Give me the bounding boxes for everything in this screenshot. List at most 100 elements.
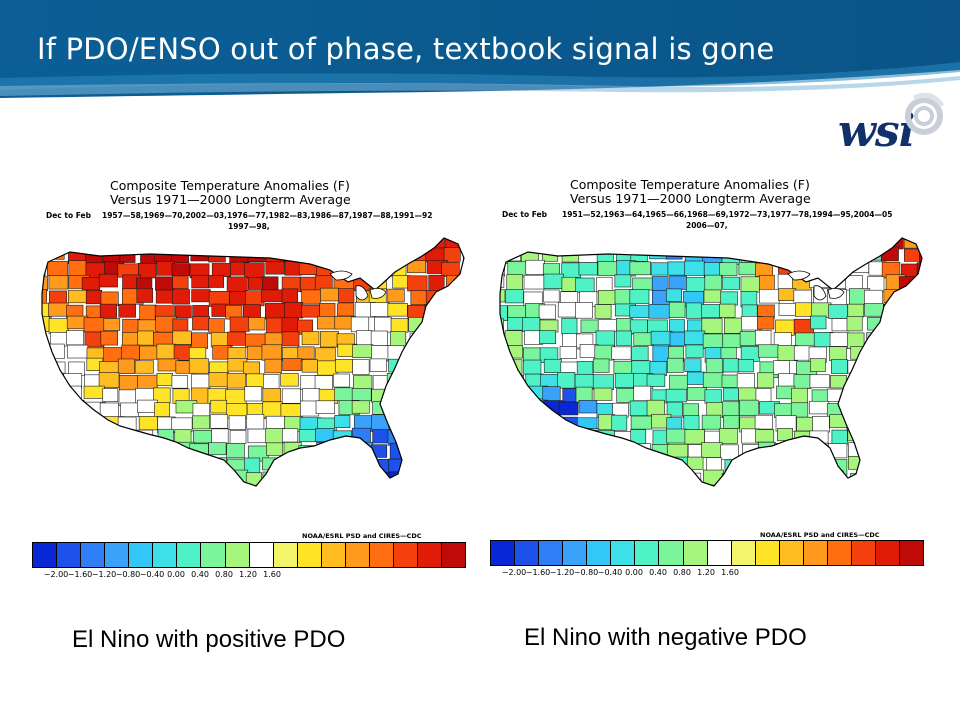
division-cell <box>500 305 508 321</box>
division-cell <box>846 414 864 431</box>
scale-tick-label: 1.60 <box>721 568 739 577</box>
division-cell <box>666 401 683 417</box>
division-cell <box>280 373 299 387</box>
division-cell <box>157 470 179 486</box>
division-cell <box>882 316 900 330</box>
division-cell <box>738 488 758 501</box>
division-cell <box>175 305 192 319</box>
scale-tick-label: −1.60 <box>525 568 551 577</box>
division-cell <box>427 473 449 486</box>
map-years-line2: 2006—07, <box>686 221 728 230</box>
division-cell <box>319 302 336 319</box>
division-cell <box>156 483 176 486</box>
division-cell <box>831 359 848 374</box>
division-cell <box>809 238 826 251</box>
division-cell <box>332 373 350 388</box>
division-cell <box>500 386 508 402</box>
division-cell <box>630 429 647 446</box>
division-cell <box>410 359 427 376</box>
division-cell <box>760 238 780 248</box>
division-cell <box>883 346 902 359</box>
color-swatch <box>105 543 130 567</box>
map-years-line1: 1957—58,1969—70,2002—03,1976—77,1982—83,… <box>102 211 433 220</box>
color-swatch <box>57 543 82 567</box>
division-cell <box>47 260 68 276</box>
division-cell <box>646 373 666 387</box>
division-cell <box>387 303 408 317</box>
division-cell <box>686 277 707 294</box>
division-cell <box>137 374 158 390</box>
division-cell <box>918 403 922 419</box>
division-cell <box>863 246 884 261</box>
division-cell <box>265 261 285 275</box>
division-cell <box>561 262 582 278</box>
division-cell <box>778 302 798 316</box>
division-cell <box>208 442 227 456</box>
division-cell <box>574 373 595 389</box>
division-cell <box>351 400 370 414</box>
division-cell <box>504 485 523 486</box>
division-cell <box>425 290 444 304</box>
division-cell <box>508 389 527 404</box>
division-cell <box>757 372 775 389</box>
division-cell <box>848 246 866 260</box>
division-cell <box>425 344 448 359</box>
division-cell <box>282 472 300 486</box>
division-cell <box>405 400 424 416</box>
division-cell <box>158 443 181 457</box>
division-cell <box>243 361 260 375</box>
division-cell <box>465 388 470 401</box>
division-cell <box>390 331 407 348</box>
division-cell <box>211 428 229 444</box>
division-cell <box>811 389 829 403</box>
division-cell <box>754 414 773 430</box>
division-cell <box>543 441 562 456</box>
division-cell <box>350 316 370 333</box>
division-cell <box>405 374 423 391</box>
division-cell <box>596 457 615 471</box>
division-cell <box>446 388 464 404</box>
division-cell <box>425 247 446 263</box>
division-cell <box>919 289 922 306</box>
division-cell <box>441 400 458 415</box>
division-cell <box>648 472 668 486</box>
division-cell <box>68 442 86 459</box>
division-cell <box>827 485 846 486</box>
division-cell <box>225 389 247 406</box>
division-cell <box>332 484 351 486</box>
division-cell <box>42 345 49 360</box>
division-cell <box>351 238 372 249</box>
division-cell <box>738 262 758 276</box>
division-cell <box>684 330 706 345</box>
division-cell <box>282 238 302 248</box>
division-cell <box>828 246 847 260</box>
division-cell <box>500 413 508 428</box>
division-cell <box>864 289 883 305</box>
division-cell <box>465 236 470 251</box>
division-cell <box>559 441 577 459</box>
division-cell <box>335 471 355 486</box>
division-cell <box>405 457 424 473</box>
division-cell <box>84 429 101 445</box>
division-cell <box>210 399 228 414</box>
division-cell <box>921 443 922 457</box>
division-cell <box>100 484 122 486</box>
division-cell <box>374 316 392 333</box>
map-season: Dec to Feb <box>502 210 547 219</box>
division-cell <box>759 248 775 262</box>
division-cell <box>559 346 577 359</box>
division-cell <box>301 359 318 373</box>
division-cell <box>136 287 154 303</box>
map-panel-left: Composite Temperature Anomalies (F) Vers… <box>30 172 470 592</box>
division-cell <box>613 360 634 374</box>
division-cell <box>42 441 46 457</box>
map-title-line2: Versus 1971—2000 Longterm Average <box>570 191 811 206</box>
division-cell <box>904 332 922 349</box>
division-cell <box>847 401 868 414</box>
division-cell <box>389 442 407 460</box>
division-cell <box>408 429 425 445</box>
division-cell <box>722 387 739 401</box>
division-cell <box>83 238 103 251</box>
division-cell <box>42 289 47 306</box>
division-cell <box>831 429 848 446</box>
